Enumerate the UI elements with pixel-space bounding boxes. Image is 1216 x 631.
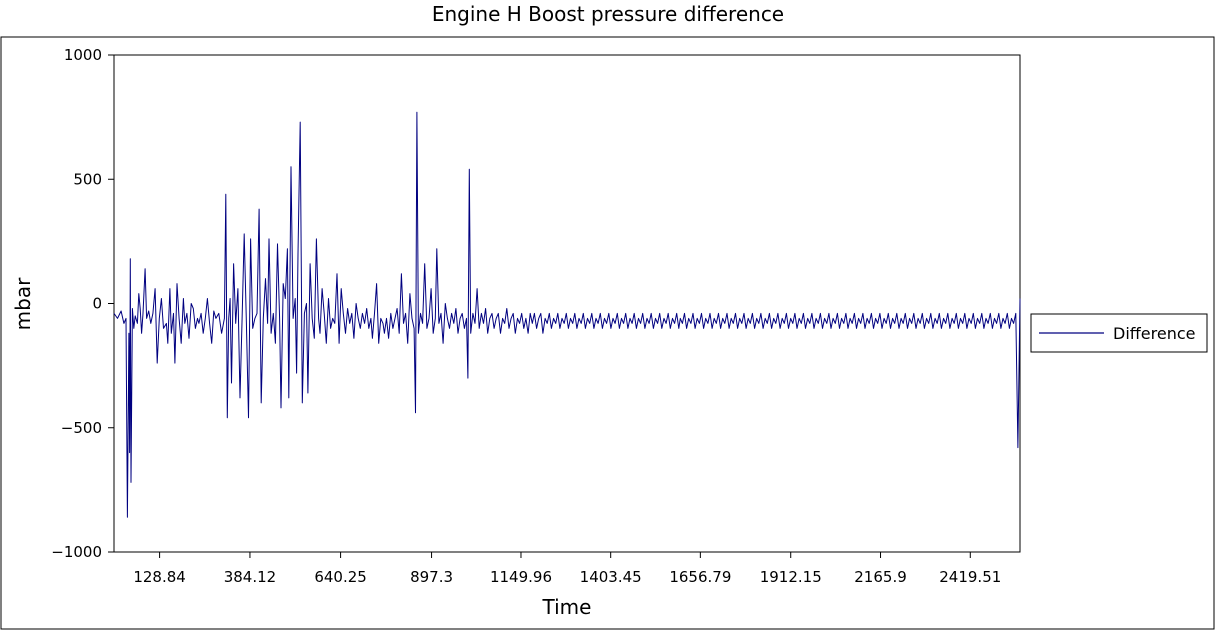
x-tick-label: 384.12 xyxy=(224,568,277,586)
x-axis-title: Time xyxy=(542,595,592,619)
y-tick-label: 0 xyxy=(92,295,102,313)
series-line-difference xyxy=(113,111,1021,518)
y-tick-label: −500 xyxy=(61,419,102,437)
x-tick-label: 897.3 xyxy=(410,568,453,586)
x-tick-label: 1403.45 xyxy=(580,568,642,586)
chart-title: Engine H Boost pressure difference xyxy=(432,2,784,26)
y-tick-label: 1000 xyxy=(64,46,102,64)
x-tick-label: 128.84 xyxy=(133,568,186,586)
legend: Difference xyxy=(1030,313,1208,353)
x-tick-label: 1912.15 xyxy=(760,568,822,586)
series-group xyxy=(113,111,1021,518)
x-tick-label: 2165.9 xyxy=(854,568,907,586)
y-tick-label: −1000 xyxy=(51,543,102,561)
legend-label: Difference xyxy=(1113,324,1195,343)
x-tick-label: 1656.79 xyxy=(669,568,731,586)
plot-area xyxy=(113,54,1021,553)
y-axis: −1000 −500 0 500 1000 xyxy=(51,46,114,561)
y-tick-label: 500 xyxy=(73,170,102,188)
x-tick-label: 1149.96 xyxy=(490,568,552,586)
x-tick-label: 2419.51 xyxy=(939,568,1001,586)
x-tick-label: 640.25 xyxy=(314,568,367,586)
y-axis-title: mbar xyxy=(11,277,35,330)
x-axis: 128.84 384.12 640.25 897.3 1149.96 1403.45 165… xyxy=(133,552,1001,586)
